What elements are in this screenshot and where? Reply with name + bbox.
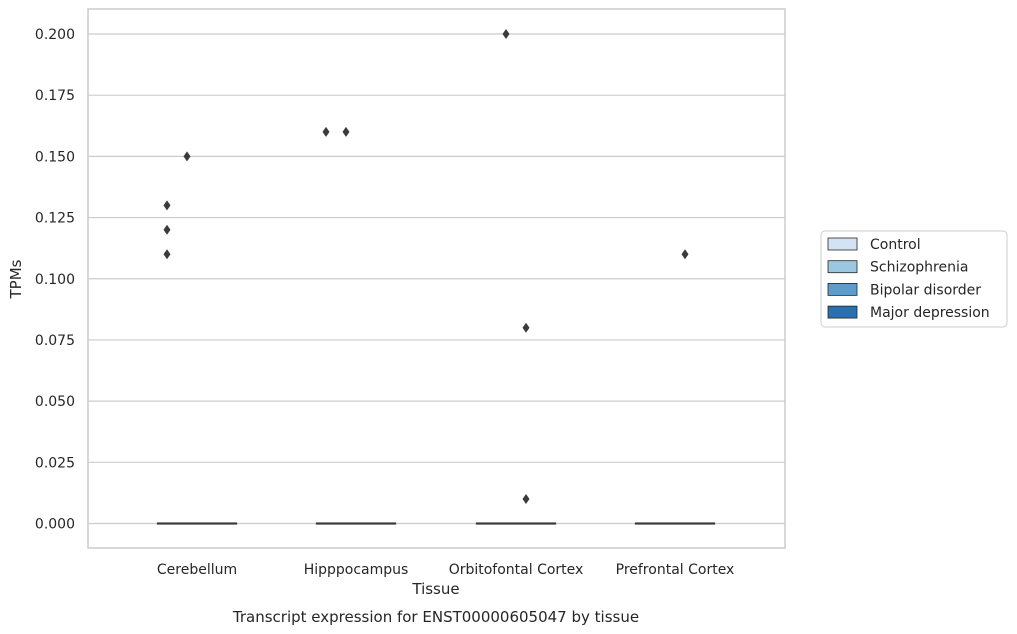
x-tick-labels: Cerebellum Hipppocampus Orbitofontal Corte… (157, 562, 734, 578)
legend-swatch (827, 260, 858, 274)
outlier-point (522, 322, 530, 333)
box-bipolar-disorder (196, 522, 218, 525)
box-control (315, 522, 337, 525)
legend-label: Bipolar disorder (870, 282, 981, 298)
box-control (156, 522, 178, 525)
outlier-point (163, 224, 171, 235)
x-axis-title: Tissue (411, 580, 459, 598)
box-bipolar-disorder (674, 522, 696, 525)
legend-swatch (827, 305, 858, 319)
chart-caption: Transcript expression for ENST0000060504… (232, 608, 639, 626)
outlier-point (681, 249, 689, 260)
box-schizophrenia (176, 522, 198, 525)
legend-label: Major depression (870, 305, 990, 321)
outlier-point (163, 200, 171, 211)
y-tick-label: 0.100 (35, 272, 75, 288)
box-major-depression (216, 522, 238, 525)
outlier-point (502, 29, 510, 39)
legend-label: Control (870, 237, 921, 253)
outlier-point (183, 151, 191, 162)
outliers (163, 29, 689, 505)
box-schizophrenia (495, 522, 517, 525)
x-tick-label: Prefrontal Cortex (616, 562, 735, 578)
box-control (475, 522, 497, 525)
legend-items: Control Schizophrenia Bipolar disorder Majo… (827, 237, 990, 321)
y-tick-label: 0.200 (35, 27, 75, 43)
y-tick-label: 0.025 (35, 455, 75, 471)
box-schizophrenia (335, 522, 357, 525)
y-tick-labels: 0.000 0.025 0.050 0.075 0.100 0.125 0.150 0.175… (35, 27, 75, 533)
x-tick-label: Orbitofontal Cortex (449, 562, 584, 578)
outlier-point (322, 126, 330, 137)
y-axis-title: TPMs (7, 259, 25, 299)
boxes (156, 522, 716, 525)
outlier-point (342, 126, 350, 137)
box-major-depression (375, 522, 397, 525)
legend-swatch (827, 282, 858, 296)
gridlines (88, 33, 785, 525)
legend-label: Schizophrenia (870, 260, 968, 276)
box-major-depression (694, 522, 716, 525)
box-bipolar-disorder (355, 522, 377, 525)
x-tick-label: Hipppocampus (304, 562, 409, 578)
legend-frame (820, 230, 1008, 328)
y-tick-label: 0.075 (35, 333, 75, 349)
outlier-point (163, 249, 171, 260)
box-control (634, 522, 656, 525)
y-tick-label: 0.150 (35, 149, 75, 165)
box-schizophrenia (654, 522, 676, 525)
y-tick-label: 0.050 (35, 394, 75, 410)
legend: Control Schizophrenia Bipolar disorder Majo… (820, 230, 1008, 328)
box-major-depression (535, 522, 557, 525)
box-bipolar-disorder (515, 522, 537, 525)
x-tick-label: Cerebellum (157, 562, 237, 578)
y-tick-label: 0.175 (35, 88, 75, 104)
legend-swatch (827, 237, 858, 251)
y-tick-label: 0.125 (35, 211, 75, 227)
outlier-point (522, 494, 530, 505)
y-tick-label: 0.000 (35, 517, 75, 533)
plot-frame (87, 8, 786, 549)
